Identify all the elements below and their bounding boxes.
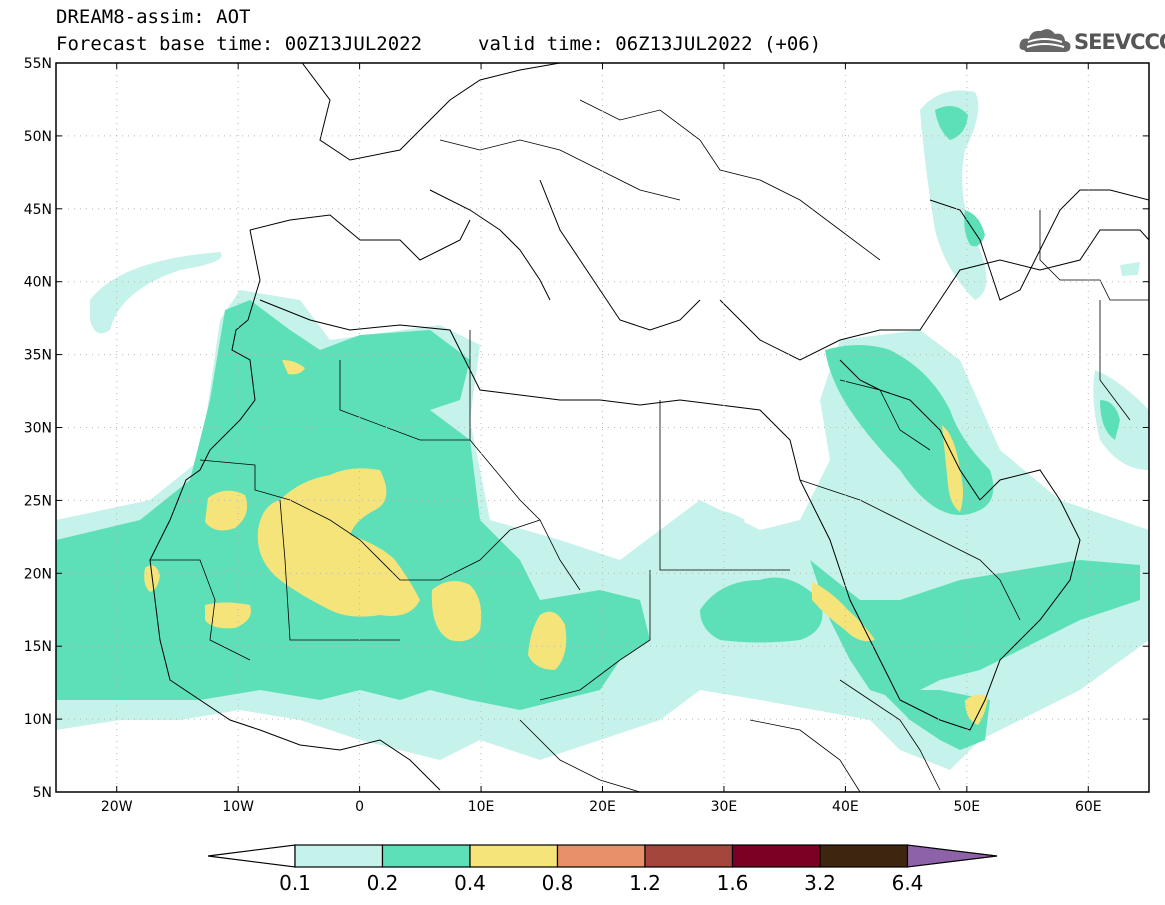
- colorbar-swatch: [819, 844, 909, 868]
- lat-label: 20N: [24, 566, 52, 582]
- colorbar-swatch: [731, 844, 821, 868]
- lat-label: 45N: [24, 202, 52, 218]
- lat-label: 10N: [24, 712, 52, 728]
- lon-label: 60E: [1075, 799, 1102, 815]
- lon-label: 10W: [222, 799, 254, 815]
- colorbar-swatch: [294, 844, 384, 868]
- lon-label: 20W: [101, 799, 133, 815]
- axis-ticks: [56, 62, 1149, 793]
- colorbar-labels: 0.1 0.2 0.4 0.8 1.2 1.6 3.2 6.4: [279, 871, 923, 895]
- valid-time: valid time: 06Z13JUL2022 (+06): [478, 33, 822, 55]
- lat-label: 35N: [24, 348, 52, 364]
- colorbar-swatch: [381, 844, 471, 868]
- forecast-base-time: Forecast base time: 00Z13JUL2022: [56, 33, 423, 55]
- colorbar-label: 0.2: [367, 871, 399, 895]
- colorbar-label: 3.2: [804, 871, 836, 895]
- colorbar: [207, 844, 998, 868]
- colorbar-swatch: [644, 844, 734, 868]
- colorbar-label: 1.6: [717, 871, 749, 895]
- latitude-labels: 55N 50N 45N 40N 35N 30N 25N 20N 15N 10N 5N: [24, 56, 52, 801]
- lat-label: 30N: [24, 421, 52, 437]
- lon-label: 40E: [832, 799, 859, 815]
- lat-label: 50N: [24, 129, 52, 145]
- colorbar-label: 0.4: [454, 871, 486, 895]
- lon-label: 10E: [468, 799, 495, 815]
- lon-label: 20E: [589, 799, 616, 815]
- lon-label: 0: [355, 799, 364, 815]
- colorbar-extend-low: [207, 844, 296, 868]
- colorbar-extend-high: [906, 844, 998, 868]
- colorbar-label: 6.4: [892, 871, 924, 895]
- lat-label: 5N: [33, 785, 52, 801]
- cloud-icon: [1019, 29, 1071, 52]
- lat-label: 55N: [24, 56, 52, 72]
- lon-label: 50E: [953, 799, 980, 815]
- logo-text: SEEVCCC: [1074, 30, 1165, 54]
- colorbar-label: 0.1: [279, 871, 311, 895]
- longitude-labels: 20W 10W 0 10E 20E 30E 40E 50E 60E: [101, 799, 1102, 815]
- colorbar-swatch: [556, 844, 646, 868]
- lat-label: 15N: [24, 639, 52, 655]
- colorbar-swatch: [469, 844, 559, 868]
- seevccc-logo: SEEVCCC: [1018, 22, 1165, 58]
- map-title: DREAM8-assim: AOT: [56, 6, 251, 28]
- lat-label: 40N: [24, 275, 52, 291]
- graticule: [56, 63, 1149, 792]
- lon-label: 30E: [711, 799, 738, 815]
- aot-field: [56, 90, 1149, 770]
- colorbar-label: 1.2: [629, 871, 661, 895]
- colorbar-label: 0.8: [542, 871, 574, 895]
- lat-label: 25N: [24, 493, 52, 509]
